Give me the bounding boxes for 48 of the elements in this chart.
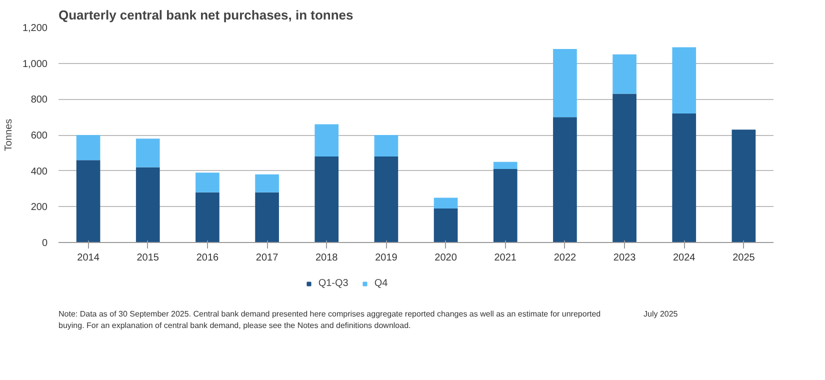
y-tick-label: 200 bbox=[30, 202, 48, 214]
text: Note: Data as of 30 September 2025. Central bank demand presented here comprises aggregate reported changes as well as an estimate for unreported buying. For an explanation of central bank demand, please see the Notes and definitions download. bbox=[58, 310, 601, 330]
y-axis-title: Tonnes bbox=[3, 118, 14, 152]
bar bbox=[76, 160, 100, 242]
y-tick-label: 400 bbox=[30, 166, 48, 178]
bar bbox=[434, 198, 458, 208]
y-tick-label: 1,000 bbox=[22, 58, 48, 70]
x-tick-label: 2016 bbox=[196, 252, 220, 264]
bar bbox=[136, 167, 160, 242]
x-tick-label: 2019 bbox=[375, 252, 398, 264]
bar bbox=[76, 135, 100, 160]
bar bbox=[612, 94, 636, 242]
y-tick-label: 1,200 bbox=[22, 23, 48, 34]
bar bbox=[493, 162, 518, 170]
bar bbox=[672, 114, 696, 242]
legend-label: Q4 bbox=[374, 278, 389, 289]
x-tick-label: 2021 bbox=[494, 252, 517, 264]
text: July 2025 bbox=[644, 310, 678, 318]
bar bbox=[374, 135, 398, 156]
bar bbox=[196, 192, 220, 242]
bar bbox=[732, 130, 756, 242]
bar bbox=[672, 47, 696, 114]
y-tick-label: 600 bbox=[30, 130, 48, 142]
x-tick-label: 2020 bbox=[434, 252, 458, 264]
x-tick-label: 2023 bbox=[613, 252, 636, 264]
bar bbox=[136, 138, 160, 168]
y-tick-label: 0 bbox=[42, 238, 48, 249]
bar bbox=[434, 208, 458, 242]
x-tick-label: 2024 bbox=[673, 252, 696, 264]
bar bbox=[612, 54, 636, 94]
bar bbox=[255, 174, 279, 192]
bar bbox=[553, 117, 577, 242]
x-tick-label: 2014 bbox=[77, 252, 100, 264]
bar bbox=[314, 124, 339, 156]
bar bbox=[196, 172, 220, 192]
bar bbox=[493, 169, 518, 242]
x-tick-label: 2022 bbox=[554, 252, 577, 264]
chart-title: Quarterly central bank net purchases, in tonnes bbox=[58, 8, 354, 22]
x-tick-label: 2017 bbox=[256, 252, 279, 264]
bar bbox=[553, 49, 577, 118]
x-tick-label: 2015 bbox=[136, 252, 160, 264]
x-tick-label: 2018 bbox=[316, 252, 338, 264]
x-tick-label: 2025 bbox=[732, 252, 756, 264]
y-tick-label: 800 bbox=[30, 94, 48, 106]
bar bbox=[374, 156, 398, 242]
legend-label: Q1-Q3 bbox=[318, 278, 348, 289]
bar bbox=[314, 156, 339, 242]
bar bbox=[255, 192, 279, 242]
